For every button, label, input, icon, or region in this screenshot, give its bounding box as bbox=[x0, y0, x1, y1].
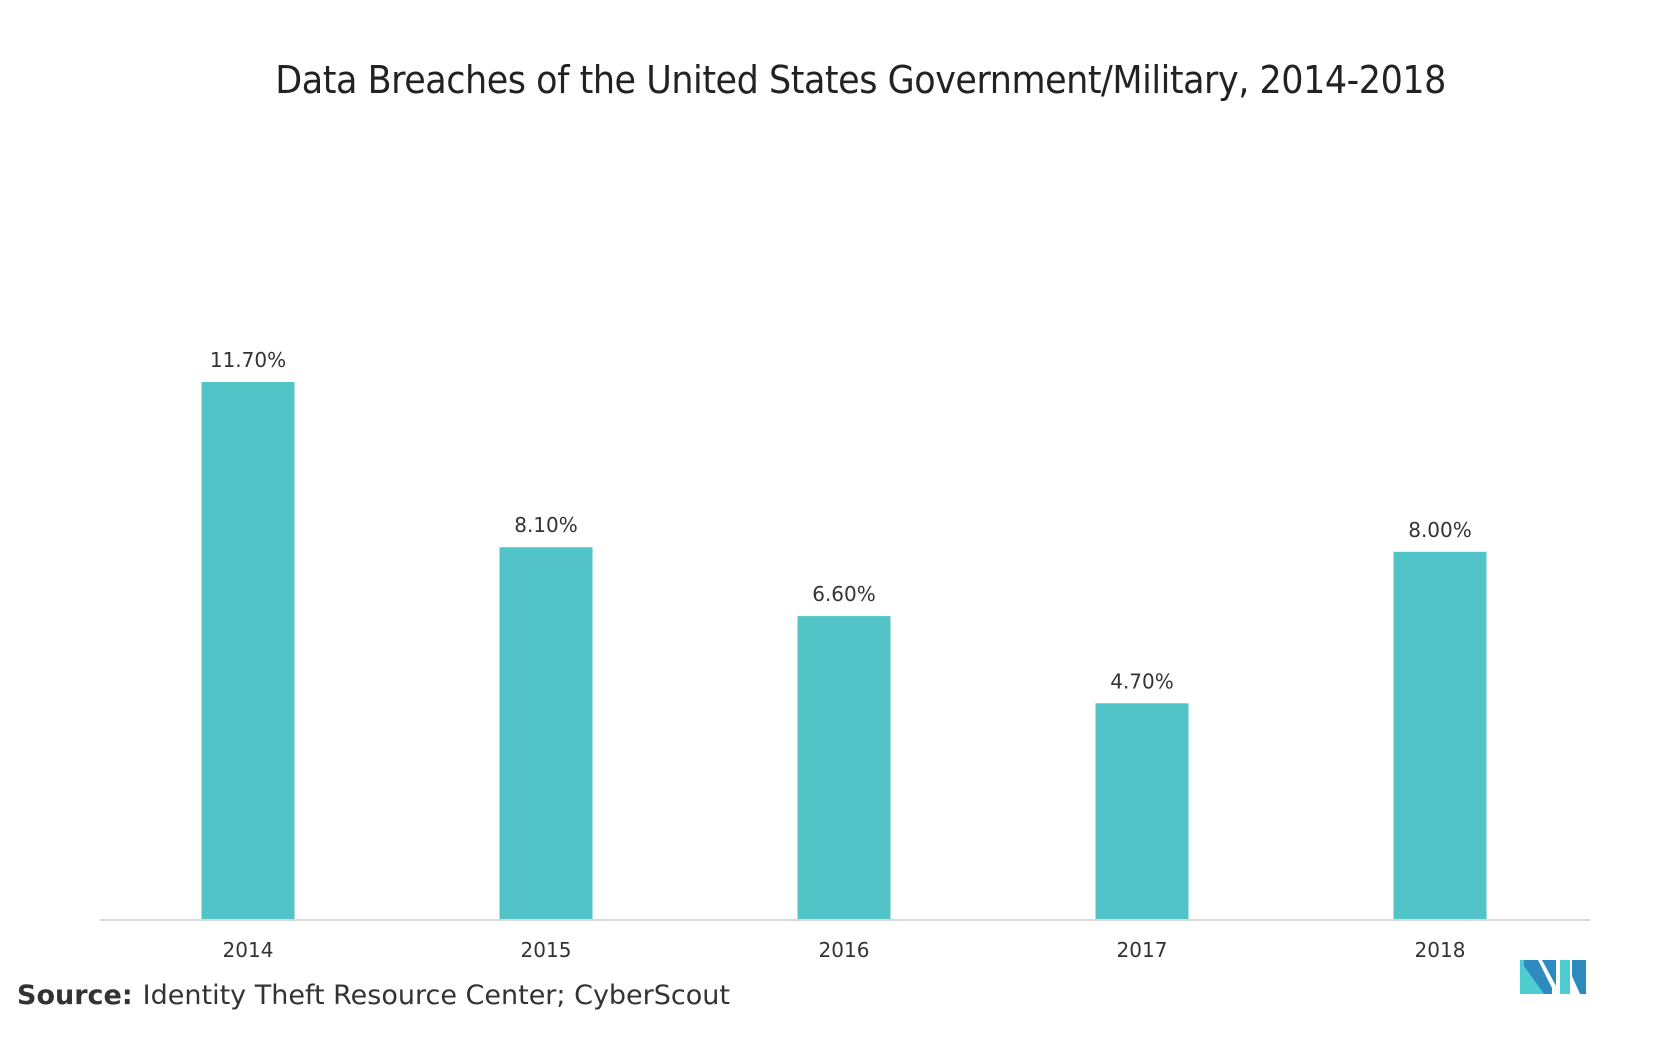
x-tick-label-2016: 2016 bbox=[819, 938, 870, 962]
logo-part-3 bbox=[1542, 960, 1556, 986]
data-label-2017: 4.70% bbox=[1110, 669, 1174, 693]
logo-part-2 bbox=[1524, 960, 1552, 994]
mordor-intelligence-logo-icon bbox=[1520, 960, 1586, 994]
logo-part-5 bbox=[1572, 960, 1586, 994]
data-label-2016: 6.60% bbox=[812, 582, 876, 606]
x-tick-label-2017: 2017 bbox=[1117, 938, 1168, 962]
logo-part-4 bbox=[1560, 960, 1570, 994]
source-note: Source: Identity Theft Resource Center; C… bbox=[17, 980, 730, 1011]
data-label-2014: 11.70% bbox=[210, 348, 286, 372]
data-label-2015: 8.10% bbox=[514, 513, 578, 537]
source-text: Identity Theft Resource Center; CyberSco… bbox=[142, 980, 730, 1011]
bar-2014 bbox=[201, 382, 295, 919]
source-label: Source: bbox=[17, 980, 133, 1011]
bar-2016 bbox=[797, 616, 891, 919]
x-tick-label-2018: 2018 bbox=[1415, 938, 1466, 962]
data-label-2018: 8.00% bbox=[1408, 518, 1472, 542]
bar-2015 bbox=[499, 547, 593, 919]
x-tick-label-2014: 2014 bbox=[223, 938, 274, 962]
x-tick-label-2015: 2015 bbox=[521, 938, 572, 962]
bar-2017 bbox=[1095, 703, 1189, 919]
bar-2018 bbox=[1393, 551, 1487, 919]
chart-title: Data Breaches of the United States Gover… bbox=[275, 58, 1446, 102]
